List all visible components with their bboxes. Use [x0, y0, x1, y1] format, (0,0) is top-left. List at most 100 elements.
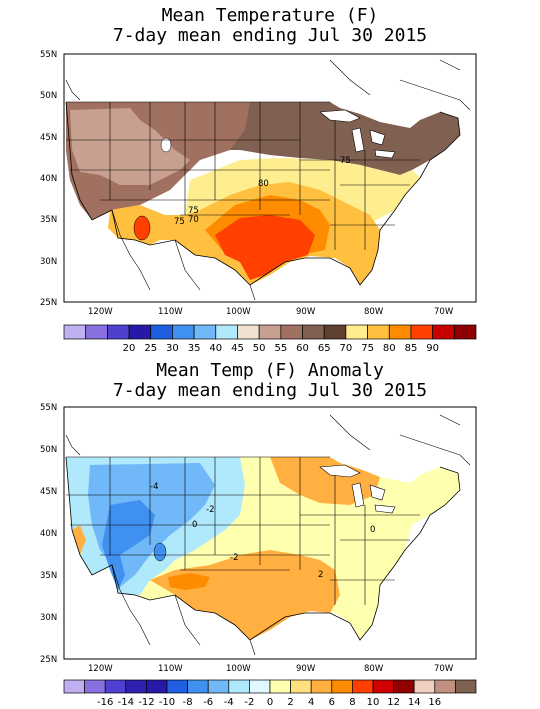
colorbar-swatch — [432, 324, 455, 340]
colorbar-label: 40 — [209, 343, 222, 354]
contour-label: -2 — [230, 553, 238, 563]
anomaly-fill-dark-orange — [168, 573, 210, 590]
colorbar-label: -2 — [244, 697, 254, 708]
colorbar-swatch — [413, 679, 436, 694]
state-borders — [66, 456, 420, 605]
anomaly-fill-orange-south — [150, 550, 340, 640]
contour-label: -4 — [150, 482, 158, 492]
colorbar-swatch — [187, 679, 209, 694]
colorbar-label: 25 — [144, 343, 157, 354]
anomaly-fill-orange-west — [72, 525, 86, 555]
colorbar-swatch — [172, 324, 195, 340]
colorbar-labels: -16 -14 -12 -10 -8 -6 -4 -2 0 2 4 6 8 10 12 14 16 — [97, 697, 441, 708]
lat-label: 40N — [40, 174, 57, 184]
colorbar-swatches — [63, 324, 477, 340]
canada-coast — [65, 414, 471, 466]
colorbar-swatch — [345, 324, 368, 340]
colorbar-label: 8 — [349, 697, 355, 708]
colorbar-swatch — [302, 324, 325, 340]
colorbar-label: 65 — [318, 343, 331, 354]
lat-label: 40N — [40, 529, 57, 539]
colorbar-swatch — [310, 679, 333, 694]
contour-label: 2 — [318, 570, 323, 580]
lon-label: 120W — [88, 307, 113, 317]
colorbar-label: 0 — [267, 697, 273, 708]
colorbar-label: 2 — [287, 697, 293, 708]
lat-label: 50N — [40, 91, 57, 101]
lat-label: 45N — [40, 487, 57, 497]
colorbar-swatch — [125, 679, 147, 694]
colorbar-label: 14 — [408, 697, 421, 708]
colorbar-swatch — [258, 324, 282, 340]
colorbar-swatch — [290, 679, 312, 694]
panel1-title-line2: 7-day mean ending Jul 30 2015 — [112, 25, 428, 46]
contour-label: -2 — [206, 505, 214, 515]
lat-label: 45N — [40, 133, 57, 143]
longitude-labels: 120W 110W 100W 90W 80W 70W — [88, 664, 454, 674]
great-lakes — [319, 109, 396, 159]
temperature-map-panel: 75 80 70 75 75 55N 50N 45N 40N 35N 30N 2… — [40, 50, 477, 317]
colorbar-swatch — [128, 324, 152, 340]
colorbar-label: -6 — [203, 697, 213, 708]
lon-label: 90W — [296, 664, 316, 674]
colorbar-swatch — [228, 679, 250, 694]
colorbar-swatch — [63, 679, 85, 694]
anomaly-map: -4 -2 0 -2 0 2 55N 50N 45N 40N 35N 30N 2… — [40, 403, 477, 674]
panel1-title-line1: Mean Temperature (F) — [161, 5, 379, 26]
contour-label: 80 — [258, 179, 269, 189]
colorbar-label: 35 — [188, 343, 201, 354]
colorbar-swatch — [323, 324, 347, 340]
lat-label: 35N — [40, 215, 57, 225]
us-fill-brown-light — [70, 108, 190, 185]
colorbar-label: 70 — [340, 343, 353, 354]
colorbar-swatch — [249, 679, 271, 694]
lon-label: 110W — [158, 307, 183, 317]
colorbar-swatch — [455, 679, 477, 694]
colorbar-swatches — [63, 679, 477, 694]
cool-spot — [160, 137, 172, 153]
colorbar-swatch — [166, 679, 188, 694]
lon-label: 110W — [158, 664, 183, 674]
colorbar-swatch — [269, 679, 291, 694]
us-fill-red — [215, 215, 315, 280]
colorbar-label: -8 — [183, 697, 193, 708]
colorbar-label: 12 — [387, 697, 400, 708]
colorbar-swatch — [280, 324, 303, 340]
colorbar-swatch — [410, 324, 433, 340]
colorbar-swatch — [367, 324, 390, 340]
colorbar-swatch — [388, 324, 412, 340]
colorbar-labels: 20 25 30 35 40 45 50 55 60 65 70 75 80 85 90 — [123, 343, 439, 354]
colorbar-label: 4 — [308, 697, 314, 708]
colorbar-label: 85 — [405, 343, 418, 354]
latitude-labels: 55N 50N 45N 40N 35N 30N 25N — [40, 50, 57, 308]
lon-label: 100W — [226, 307, 251, 317]
colorbar-label: 20 — [123, 343, 136, 354]
anomaly-map-panel: -4 -2 0 -2 0 2 55N 50N 45N 40N 35N 30N 2… — [0, 355, 540, 675]
lon-label: 80W — [364, 664, 384, 674]
great-lakes — [319, 464, 396, 514]
colorbar-swatch — [146, 679, 168, 694]
lon-label: 70W — [434, 307, 454, 317]
cool-spot — [153, 542, 167, 562]
lon-label: 80W — [364, 307, 384, 317]
contour-label: 75 — [188, 206, 199, 216]
colorbar-swatch — [434, 679, 456, 694]
colorbar-label: 45 — [231, 343, 244, 354]
colorbar-label: 10 — [367, 697, 380, 708]
latitude-labels: 55N 50N 45N 40N 35N 30N 25N — [40, 403, 57, 665]
longitude-labels: 120W 110W 100W 90W 80W 70W — [88, 307, 454, 317]
lon-label: 70W — [434, 664, 454, 674]
contour-label: 0 — [370, 525, 375, 535]
colorbar-label: 16 — [428, 697, 441, 708]
lat-label: 25N — [40, 655, 57, 665]
colorbar-swatch — [84, 679, 106, 694]
lon-label: 120W — [88, 664, 113, 674]
hot-spot-arizona — [133, 215, 151, 241]
colorbar-label: 60 — [296, 343, 309, 354]
colorbar-swatch — [85, 324, 108, 340]
colorbar-label: 80 — [383, 343, 396, 354]
colorbar-label: 6 — [329, 697, 335, 708]
colorbar-label: -12 — [138, 697, 154, 708]
mexico-coast — [111, 564, 256, 656]
temperature-map: 75 80 70 75 75 55N 50N 45N 40N 35N 30N 2… — [40, 50, 477, 317]
